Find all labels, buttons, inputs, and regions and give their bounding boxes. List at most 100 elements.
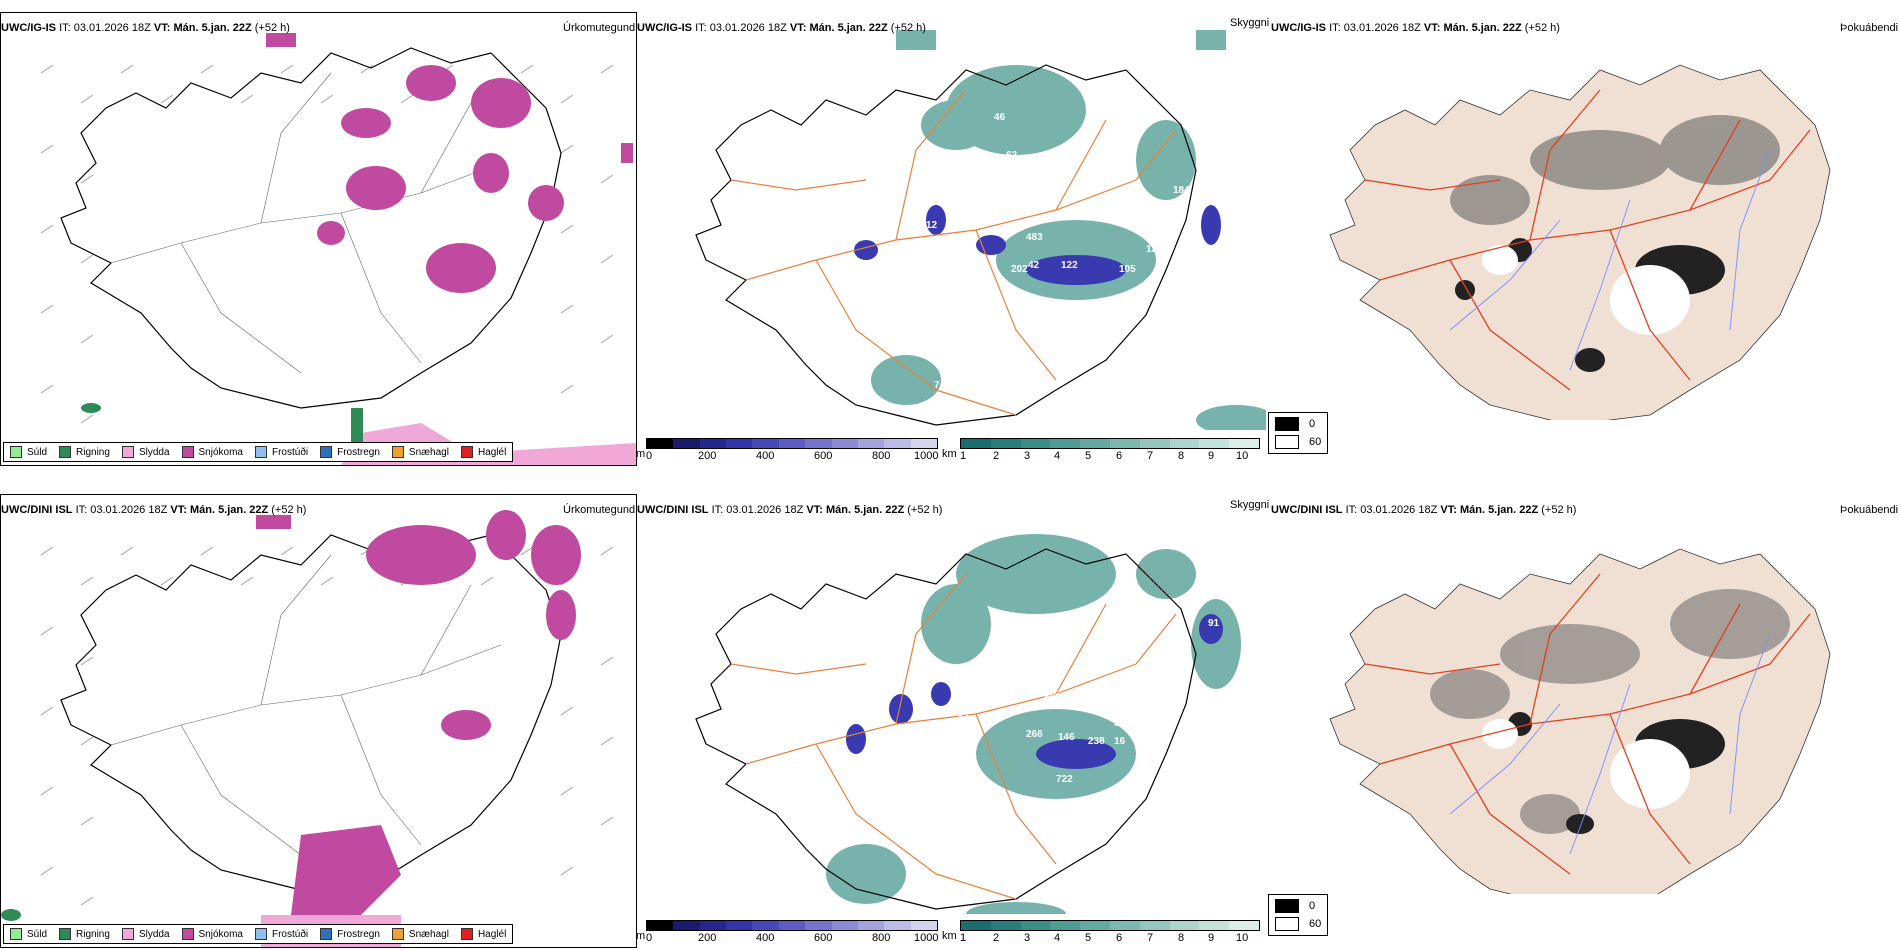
title-precip-1: Úrkomutegund bbox=[563, 22, 636, 34]
fog-legend-1: 0 60 bbox=[1268, 412, 1329, 454]
title-cloud-1: Skyggni bbox=[1230, 17, 1270, 29]
ceiling-label: 12 bbox=[1146, 244, 1158, 255]
tick-label: 0 bbox=[646, 932, 653, 944]
ceiling-label: 483 bbox=[1026, 232, 1043, 243]
ceiling-colorbar-1: 0 200 400 600 800 1000 bbox=[646, 438, 938, 463]
fog-map-2 bbox=[1329, 548, 1831, 894]
legend-item-rigning: Rigning bbox=[59, 446, 110, 458]
tick-label: 9 bbox=[1208, 450, 1215, 462]
legend-item-snaehagl: Snæhagl bbox=[391, 928, 449, 940]
tick-label: 3 bbox=[1024, 450, 1031, 462]
fog-panel-2 bbox=[1270, 514, 1900, 894]
tick-label: 400 bbox=[756, 450, 775, 462]
cloud-map-2: 333 600 321 20 863 266 146 238 16 722 14… bbox=[695, 534, 1241, 914]
legend-item-snjokoma: Snjókoma bbox=[181, 446, 243, 458]
wind-barbs bbox=[40, 64, 614, 424]
cloud-panel-1: 46 62 391 153 18 184 15 483 163 12 202 1… bbox=[636, 30, 1266, 430]
tick-label: 5 bbox=[1085, 932, 1092, 944]
tick-label: 7 bbox=[1147, 450, 1154, 462]
tick-label: 400 bbox=[756, 932, 775, 944]
tick-label: 8 bbox=[1178, 450, 1185, 462]
ceiling-unit: m bbox=[636, 448, 646, 460]
fog-legend-row-0: 0 bbox=[1275, 417, 1321, 431]
fog-legend-row-60: 60 bbox=[1275, 917, 1321, 931]
legend-item-haglel: Haglél bbox=[460, 446, 506, 458]
precip-map-1 bbox=[40, 33, 636, 465]
ceiling-label: 105 bbox=[1119, 264, 1136, 275]
tick-label: 600 bbox=[814, 450, 833, 462]
ceiling-label: 184 bbox=[1173, 185, 1190, 196]
ceiling-label: 163 bbox=[956, 234, 973, 245]
ceiling-label: 62 bbox=[1006, 150, 1018, 161]
tick-label: 1 bbox=[960, 450, 967, 462]
tick-label: 200 bbox=[698, 450, 717, 462]
ceiling-colorbar-2: 0 200 400 600 800 1000 bbox=[646, 920, 938, 945]
title-fog-2: Þokuábendi bbox=[1840, 504, 1899, 516]
tick-label: 2 bbox=[993, 932, 1000, 944]
precip-panel-1: Súld Rigning Slydda Snjókoma Frostúði Fr… bbox=[0, 12, 637, 466]
legend-item-snjokoma: Snjókoma bbox=[181, 928, 243, 940]
tick-label: 800 bbox=[872, 932, 891, 944]
vis-bar bbox=[960, 438, 1260, 449]
tick-label: 0 bbox=[646, 450, 653, 462]
title-cloud-2: Skyggni bbox=[1230, 499, 1270, 511]
ceiling-label: 12 bbox=[878, 244, 890, 255]
iceland-outline bbox=[695, 64, 1197, 426]
legend-item-slydda: Slydda bbox=[121, 928, 170, 940]
fog-roads bbox=[1364, 89, 1811, 391]
ceiling-label: 12 bbox=[926, 220, 938, 231]
fog-legend-row-0: 0 bbox=[1275, 899, 1321, 913]
precip-legend-2: Súld Rigning Slydda Snjókoma Frostúði Fr… bbox=[3, 924, 514, 944]
ceiling-label: 321 bbox=[1006, 671, 1023, 682]
header-precip-1: UWC/IG-IS IT: 03.01.2026 18Z VT: Mán. 5.… bbox=[1, 22, 290, 34]
iceland-outline bbox=[60, 529, 562, 891]
legend-item-snaehagl: Snæhagl bbox=[391, 446, 449, 458]
fog-legend-2: 0 60 bbox=[1268, 894, 1329, 936]
cloud-map-1: 46 62 391 153 18 184 15 483 163 12 202 1… bbox=[695, 30, 1266, 430]
legend-item-rigning: Rigning bbox=[59, 928, 110, 940]
ceiling-bar bbox=[646, 438, 938, 449]
snow-areas bbox=[266, 33, 633, 293]
ceiling-label: 14 bbox=[958, 714, 970, 725]
header-precip-2: UWC/DINI ISL IT: 03.01.2026 18Z VT: Mán.… bbox=[1, 504, 307, 516]
tick-label: 4 bbox=[1054, 450, 1061, 462]
ceiling-label: 333 bbox=[992, 654, 1009, 665]
ceiling-label: 863 bbox=[1044, 692, 1061, 703]
cloud-areas bbox=[826, 534, 1241, 914]
fog-roads bbox=[1364, 573, 1811, 875]
cloud-panel-2: 333 600 321 20 863 266 146 238 16 722 14… bbox=[636, 514, 1266, 914]
fog-panel-1 bbox=[1270, 30, 1900, 420]
ceiling-label: 46 bbox=[994, 112, 1006, 123]
ceiling-label: 2 bbox=[916, 846, 922, 857]
tick-label: 200 bbox=[698, 932, 717, 944]
vis-unit: km bbox=[942, 448, 957, 460]
iceland-outline bbox=[695, 548, 1197, 910]
ceiling-label: 600 bbox=[1012, 648, 1029, 659]
header-fog-1: UWC/IG-IS IT: 03.01.2026 18Z VT: Mán. 5.… bbox=[1271, 22, 1560, 34]
glacier-areas bbox=[1482, 245, 1690, 335]
header-fog-2: UWC/DINI ISL IT: 03.01.2026 18Z VT: Mán.… bbox=[1271, 504, 1577, 516]
ceiling-label: 391 bbox=[991, 172, 1008, 183]
ceiling-label: 7 bbox=[934, 380, 940, 391]
ceiling-label: 15 bbox=[1056, 212, 1068, 223]
tick-label: 10 bbox=[1236, 450, 1249, 462]
rivers bbox=[1449, 149, 1771, 371]
tick-label: 6 bbox=[1116, 450, 1123, 462]
tick-label: 1000 bbox=[914, 932, 939, 944]
fog-legend-row-60: 60 bbox=[1275, 435, 1321, 449]
legend-item-sudl: Súld bbox=[10, 446, 47, 458]
title-precip-2: Úrkomutegund bbox=[563, 504, 636, 516]
ceiling-label: 20 bbox=[969, 666, 981, 677]
ceiling-labels: 333 600 321 20 863 266 146 238 16 722 14… bbox=[898, 618, 1220, 857]
tick-label: 600 bbox=[814, 932, 833, 944]
legend-item-frostudi: Frostúði bbox=[254, 446, 308, 458]
legend-item-haglel: Haglél bbox=[460, 928, 506, 940]
road-network bbox=[730, 89, 1177, 416]
ceiling-label: 266 bbox=[1026, 729, 1043, 740]
ceiling-label: 202 bbox=[1011, 264, 1028, 275]
road-network bbox=[730, 573, 1177, 900]
iceland-outline bbox=[60, 47, 562, 409]
precip-legend-1: Súld Rigning Slydda Snjókoma Frostúði Fr… bbox=[3, 442, 514, 462]
vis-colorbar-1: 1 2 3 4 5 6 7 8 9 10 bbox=[960, 438, 1260, 463]
fog-map-1 bbox=[1329, 64, 1831, 420]
